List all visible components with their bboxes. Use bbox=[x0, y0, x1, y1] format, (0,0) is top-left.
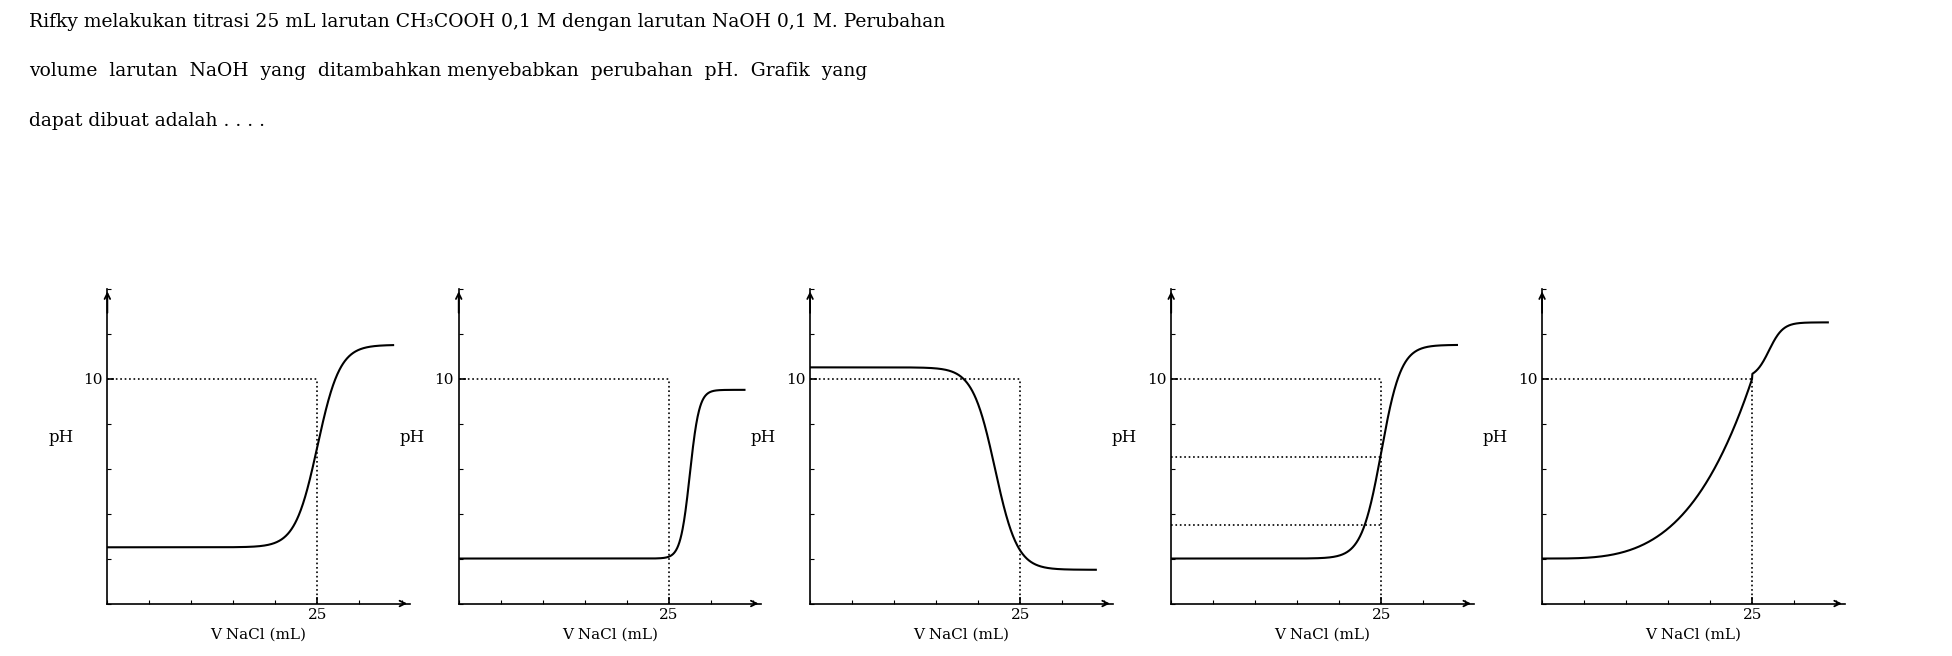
X-axis label: V NaCl (mL): V NaCl (mL) bbox=[211, 628, 306, 642]
Text: dapat dibuat adalah . . . .: dapat dibuat adalah . . . . bbox=[29, 112, 265, 129]
Y-axis label: pH: pH bbox=[1113, 429, 1138, 446]
Text: Rifky melakukan titrasi 25 mL larutan CH₃COOH 0,1 M dengan larutan NaOH 0,1 M. P: Rifky melakukan titrasi 25 mL larutan CH… bbox=[29, 13, 945, 31]
Y-axis label: pH: pH bbox=[400, 429, 426, 446]
X-axis label: V NaCl (mL): V NaCl (mL) bbox=[1646, 628, 1741, 642]
Y-axis label: pH: pH bbox=[1484, 429, 1509, 446]
X-axis label: V NaCl (mL): V NaCl (mL) bbox=[914, 628, 1009, 642]
Text: volume  larutan  NaOH  yang  ditambahkan menyebabkan  perubahan  pH.  Grafik  ya: volume larutan NaOH yang ditambahkan men… bbox=[29, 62, 867, 80]
Y-axis label: pH: pH bbox=[49, 429, 74, 446]
X-axis label: V NaCl (mL): V NaCl (mL) bbox=[1275, 628, 1370, 642]
Y-axis label: pH: pH bbox=[752, 429, 777, 446]
X-axis label: V NaCl (mL): V NaCl (mL) bbox=[562, 628, 658, 642]
